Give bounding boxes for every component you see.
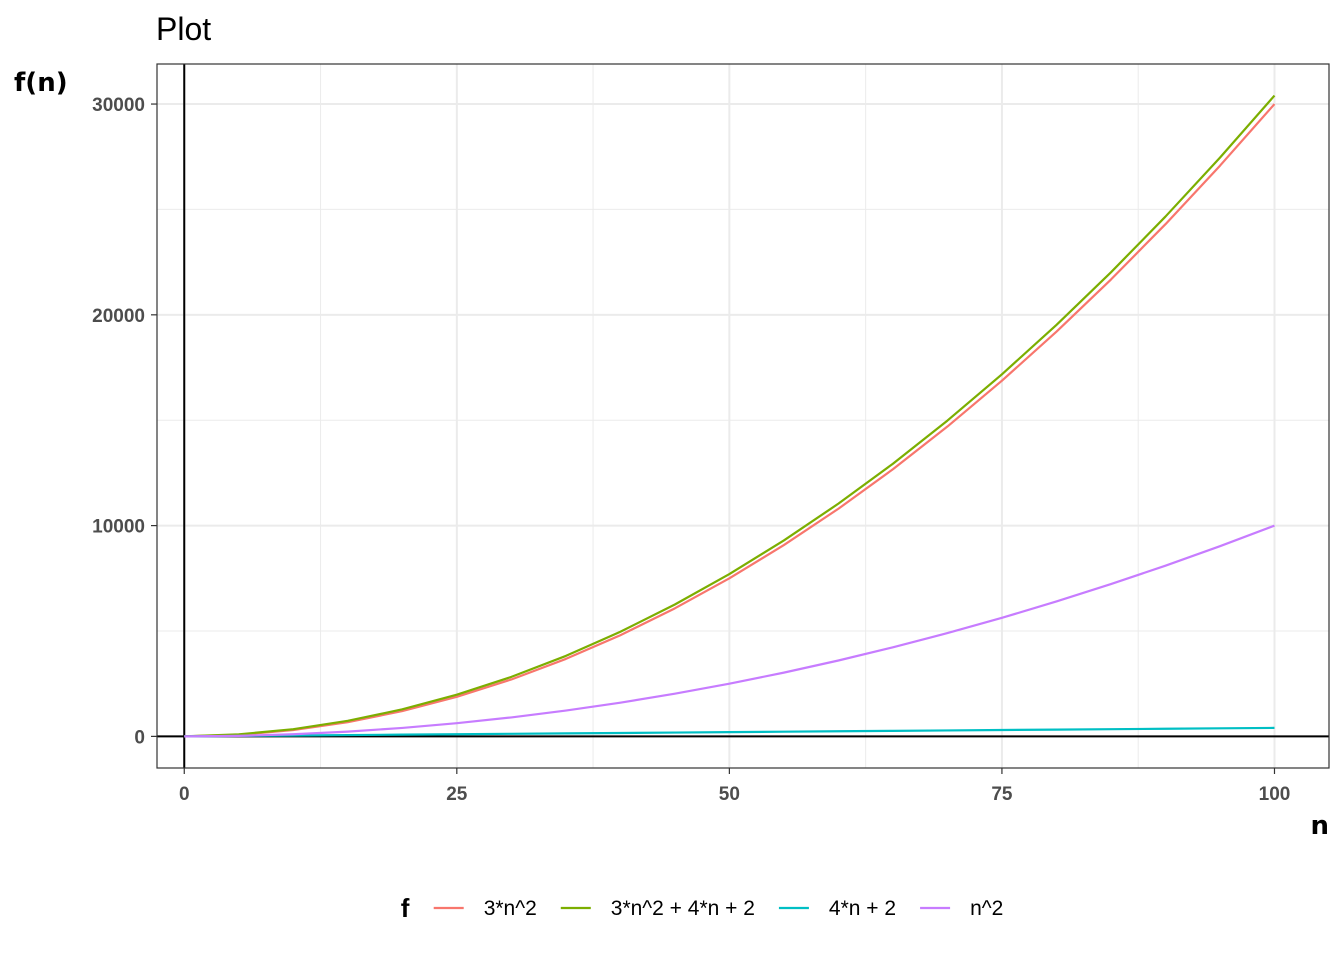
y-tick-label: 0: [134, 727, 145, 748]
panel-background: [157, 64, 1329, 768]
legend-label: 4*n + 2: [829, 897, 896, 920]
legend-label: 3*n^2: [484, 897, 537, 920]
x-tick-label: 50: [719, 784, 740, 805]
reference-lines: [157, 64, 1329, 768]
chart-title: Plot: [156, 11, 211, 47]
y-axis-title: f(n): [14, 68, 68, 98]
series-line: [184, 94, 1276, 738]
y-axis: 0 10000 20000 30000: [92, 95, 157, 748]
series-line: [184, 524, 1275, 738]
series-line: [184, 726, 1275, 738]
legend: f 3*n^2 3*n^2 + 4*n + 2 4*n + 2 n^2: [401, 893, 1004, 923]
y-tick-label: 30000: [92, 95, 145, 116]
x-axis-title: n: [1310, 811, 1329, 841]
y-tick-label: 10000: [92, 517, 145, 538]
legend-title: f: [401, 893, 410, 923]
x-axis: 0 25 50 75 100: [179, 768, 1290, 805]
y-tick-label: 20000: [92, 306, 145, 327]
legend-label: n^2: [970, 897, 1003, 920]
x-tick-label: 25: [446, 784, 468, 805]
plot-panel: [156, 63, 1330, 769]
panel-border: [156, 63, 1330, 769]
series-lines: [184, 94, 1276, 738]
x-tick-label: 100: [1259, 784, 1291, 805]
legend-label: 3*n^2 + 4*n + 2: [611, 897, 755, 920]
x-tick-label: 0: [179, 784, 190, 805]
series-line: [184, 103, 1276, 738]
x-tick-label: 75: [991, 784, 1013, 805]
